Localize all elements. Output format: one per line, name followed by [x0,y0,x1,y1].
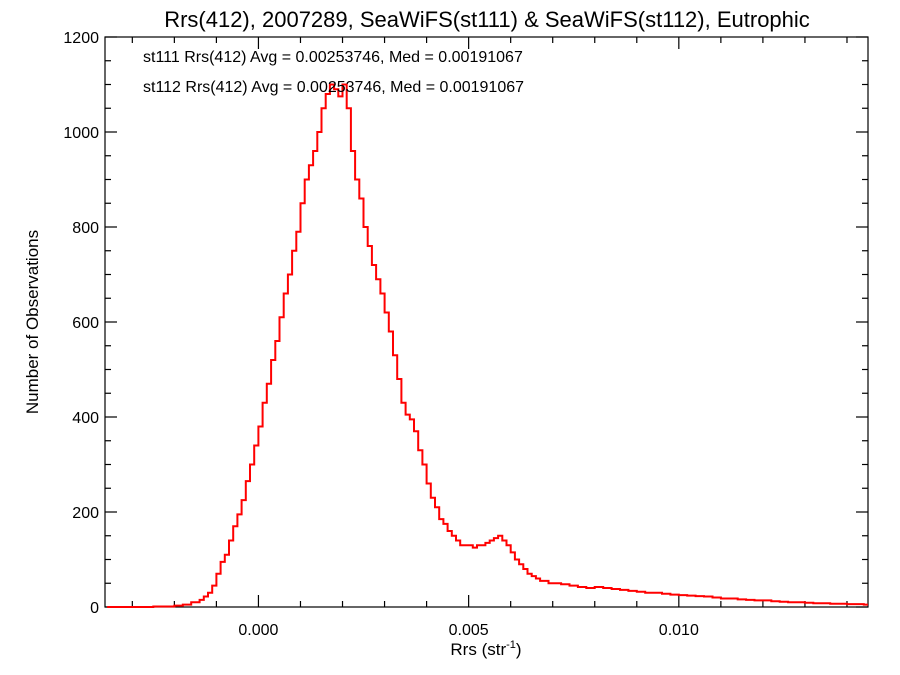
x-axis-label-main: Rrs (str [450,640,506,659]
plot-area: 0.000 0.005 0.010 0 200 400 600 800 1000 1200 [63,30,869,639]
axis-ticks [105,36,868,608]
y-tick-label: 0 [90,600,99,617]
y-tick-label: 1000 [63,125,99,142]
x-axis-label: Rrs (str-1) [450,639,521,659]
x-tick-label: 0.005 [449,622,489,639]
annotation-st112-stats: st112 Rrs(412) Avg = 0.00253746, Med = 0… [143,79,524,96]
y-tick-label: 400 [72,410,99,427]
y-axis-label: Number of Observations [23,230,42,414]
x-axis-label-close: ) [516,640,522,659]
x-tick-label: 0.000 [238,622,278,639]
x-axis-label-superscript: -1 [506,639,516,651]
axis-tick-labels: 0.000 0.005 0.010 0 200 400 600 800 1000 1200 [63,30,699,639]
annotation-st111-stats: st111 Rrs(412) Avg = 0.00253746, Med = 0… [143,49,523,66]
x-tick-label: 0.010 [659,622,699,639]
y-tick-label: 200 [72,505,99,522]
y-tick-label: 1200 [63,30,99,47]
chart-title: Rrs(412), 2007289, SeaWiFS(st111) & SeaW… [164,7,810,32]
plot-frame [104,36,869,608]
histogram-series-line [107,83,868,608]
y-tick-label: 600 [72,315,99,332]
y-tick-label: 800 [72,220,99,237]
